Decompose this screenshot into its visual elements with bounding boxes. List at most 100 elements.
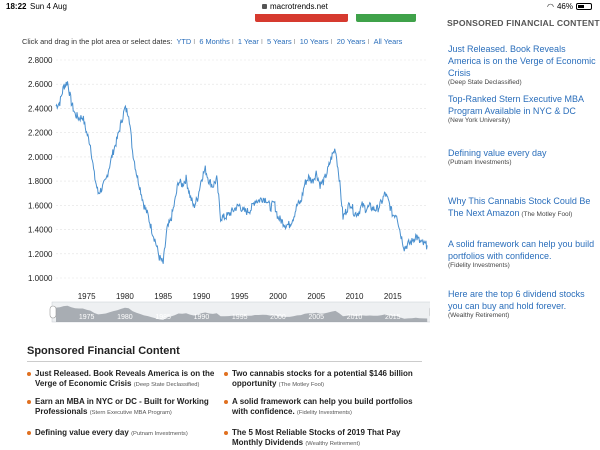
navigator-handle[interactable] — [49, 305, 57, 319]
y-tick-label: 1.2000 — [28, 250, 53, 259]
status-bar: 18:22 Sun 4 Aug macrotrends.net ◠ 46% — [0, 0, 600, 14]
navigator-tick-label: 2010 — [347, 314, 363, 321]
sidebar-ad-title[interactable]: A solid framework can help you build por… — [448, 239, 595, 261]
battery-icon — [576, 3, 592, 10]
x-tick-label: 2015 — [384, 292, 402, 301]
navigator-tick-label: 1980 — [117, 314, 133, 321]
x-tick-label: 1975 — [78, 292, 96, 301]
sponsored-item-source: (The Motley Fool) — [278, 382, 325, 388]
sidebar-ad-source: (The Motley Fool) — [519, 211, 573, 218]
top-green-button[interactable] — [356, 14, 416, 22]
sponsored-item-title[interactable]: Just Released. Book Reveals America is o… — [35, 369, 215, 388]
sponsored-section: Sponsored Financial Content Just Release… — [27, 345, 427, 447]
sponsored-heading: Sponsored Financial Content — [27, 345, 180, 357]
navigator-tick-label: 1975 — [79, 314, 95, 321]
sidebar-ad-source: (Wealthy Retirement) — [448, 312, 510, 319]
x-tick-label: 1990 — [193, 292, 211, 301]
sidebar-ad-source: (Fidelity Investments) — [448, 262, 510, 269]
y-tick-label: 2.2000 — [28, 129, 53, 138]
navigator-tick-label: 1990 — [194, 314, 210, 321]
sidebar: SPONSORED FINANCIAL CONTENT — [440, 18, 600, 28]
y-tick-label: 2.6000 — [28, 80, 53, 89]
y-tick-label: 2.4000 — [28, 104, 53, 113]
battery-percent: 46% — [556, 2, 573, 11]
sponsored-item-source: (Wealthy Retirement) — [305, 441, 361, 447]
bullet-icon — [224, 400, 228, 404]
navigator-tick-label: 2015 — [385, 314, 401, 321]
sidebar-ad-source: (Putnam Investments) — [448, 159, 512, 166]
range-20-years[interactable]: 20 Years — [336, 37, 366, 46]
sidebar-ad[interactable]: Just Released. Book Reveals America is o… — [448, 43, 598, 86]
y-tick-label: 1.4000 — [28, 226, 53, 235]
navigator-tick-label: 1995 — [232, 314, 248, 321]
bullet-icon — [27, 400, 31, 404]
range-1-year[interactable]: 1 Year — [237, 37, 259, 46]
sponsored-item-source: (Fidelity Investments) — [296, 410, 352, 416]
x-tick-label: 2010 — [346, 292, 364, 301]
sidebar-ad-title[interactable]: Just Released. Book Reveals America is o… — [448, 44, 596, 78]
sponsored-item[interactable]: Two cannabis stocks for a potential $146… — [224, 369, 422, 390]
sidebar-ad-source: (Deep State Declassified) — [448, 79, 522, 86]
sponsored-item[interactable]: Defining value every day (Putnam Investm… — [27, 428, 225, 439]
price-chart[interactable]: 2.8000 2.6000 2.4000 2.2000 2.0000 1.8000 1.60… — [10, 50, 430, 325]
sidebar-ad[interactable]: A solid framework can help you build por… — [448, 238, 598, 269]
sponsored-item[interactable]: Just Released. Book Reveals America is o… — [27, 369, 225, 390]
sponsored-item-title[interactable]: Two cannabis stocks for a potential $146… — [232, 369, 413, 388]
navigator-area — [56, 305, 428, 322]
status-date: Sun 4 Aug — [30, 2, 67, 11]
y-tick-label: 2.0000 — [28, 153, 53, 162]
status-right: ◠ 46% — [547, 2, 592, 11]
navigator-tick-label: 2000 — [270, 314, 286, 321]
sponsored-item-title[interactable]: The 5 Most Reliable Stocks of 2019 That … — [232, 428, 401, 447]
date-range-selector: Click and drag in the plot area or selec… — [22, 37, 403, 46]
sidebar-ad[interactable]: Top-Ranked Stern Executive MBA Program A… — [448, 93, 598, 124]
bullet-icon — [27, 431, 31, 435]
series-line[interactable] — [55, 81, 428, 264]
chart-svg[interactable]: 2.8000 2.6000 2.4000 2.2000 2.0000 1.8000 1.60… — [10, 50, 430, 325]
wifi-icon: ◠ — [547, 2, 554, 11]
sidebar-ad-title[interactable]: Why This Cannabis Stock Could Be The Nex… — [448, 196, 591, 218]
sidebar-ad[interactable]: Why This Cannabis Stock Could Be The Nex… — [448, 195, 598, 221]
sponsored-item[interactable]: A solid framework can help you build por… — [224, 397, 422, 418]
sidebar-ad[interactable]: Defining value every day (Putnam Investm… — [448, 147, 598, 166]
y-tick-label: 1.6000 — [28, 201, 53, 210]
navigator-tick-label: 2005 — [308, 314, 324, 321]
sponsored-item[interactable]: Earn an MBA in NYC or DC - Built for Wor… — [27, 397, 225, 418]
range-6-months[interactable]: 6 Months — [199, 37, 230, 46]
lock-icon — [262, 4, 267, 9]
status-time: 18:22 — [6, 2, 27, 11]
sponsored-item-source: (Deep State Declassified) — [133, 382, 200, 388]
x-tick-label: 2000 — [269, 292, 287, 301]
sponsored-item-source: (Putnam Investments) — [131, 431, 188, 437]
sidebar-ad[interactable]: Here are the top 6 dividend stocks you c… — [448, 288, 598, 319]
bullet-icon — [224, 431, 228, 435]
y-tick-label: 1.0000 — [28, 274, 53, 283]
sponsored-item-title[interactable]: A solid framework can help you build por… — [232, 397, 413, 416]
sidebar-ad-title[interactable]: Defining value every day — [448, 148, 547, 158]
range-ytd[interactable]: YTD — [176, 37, 192, 46]
y-tick-label: 1.8000 — [28, 177, 53, 186]
sidebar-ad-title[interactable]: Here are the top 6 dividend stocks you c… — [448, 289, 585, 311]
x-tick-label: 1995 — [231, 292, 249, 301]
x-tick-label: 1985 — [154, 292, 172, 301]
sponsored-item-title[interactable]: Earn an MBA in NYC or DC - Built for Wor… — [35, 397, 209, 416]
bullet-icon — [224, 372, 228, 376]
range-5-years[interactable]: 5 Years — [266, 37, 292, 46]
bullet-icon — [27, 372, 31, 376]
range-prompt: Click and drag in the plot area or selec… — [22, 37, 173, 46]
address-bar[interactable]: macrotrends.net — [262, 2, 328, 11]
range-10-years[interactable]: 10 Years — [299, 37, 329, 46]
sidebar-ad-source: (New York University) — [448, 117, 511, 124]
navigator-tick-label: 1985 — [155, 314, 171, 321]
sponsored-item[interactable]: The 5 Most Reliable Stocks of 2019 That … — [224, 428, 422, 449]
x-tick-label: 1980 — [116, 292, 134, 301]
range-all-years[interactable]: All Years — [373, 37, 403, 46]
top-red-button[interactable] — [255, 14, 348, 22]
divider — [27, 361, 422, 362]
url-text: macrotrends.net — [270, 2, 328, 11]
sidebar-heading: SPONSORED FINANCIAL CONTENT — [447, 18, 600, 28]
x-tick-label: 2005 — [307, 292, 325, 301]
sidebar-ad-title[interactable]: Top-Ranked Stern Executive MBA Program A… — [448, 94, 584, 116]
sponsored-item-source: (Stern Executive MBA Program) — [89, 410, 172, 416]
sponsored-item-title[interactable]: Defining value every day — [35, 428, 129, 437]
